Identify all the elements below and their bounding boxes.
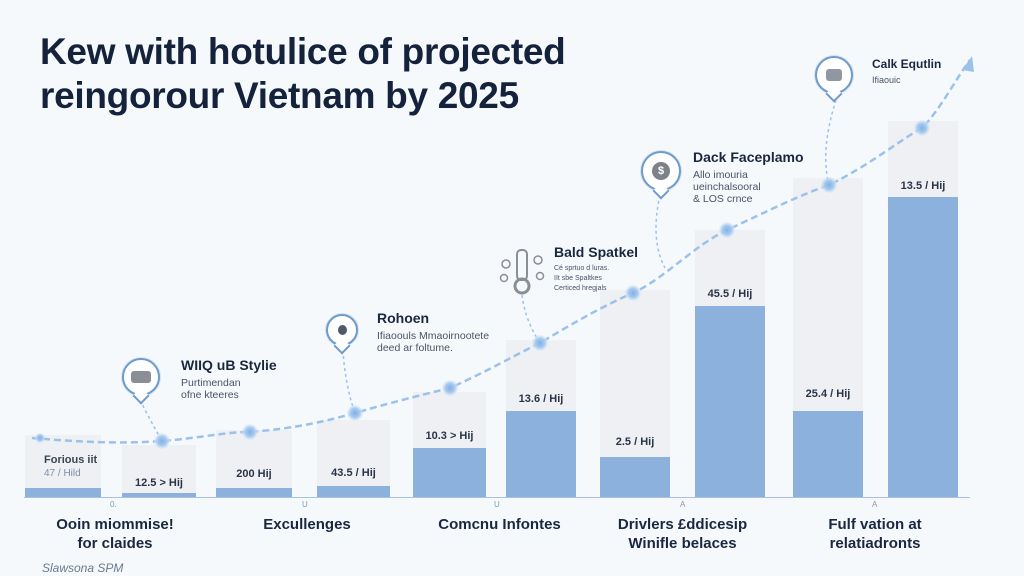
building-icon xyxy=(815,56,853,94)
bar-3 xyxy=(216,488,292,497)
tick-5: A xyxy=(872,500,878,509)
category-label-3: Comcnu Infontes xyxy=(438,516,561,533)
annotation-2-title: Rohoen xyxy=(377,310,430,326)
tick-2: U xyxy=(302,500,308,509)
bar-label-10: 13.5 / Hij xyxy=(900,180,946,192)
bar-6 xyxy=(506,411,576,497)
tick-1: 0. xyxy=(110,500,117,509)
bar-label-2: 12.5 > Hij xyxy=(134,477,183,489)
annotation-1: WIIQ uB Stylie Purtimendan ofne kteeres xyxy=(181,357,277,401)
bar-bg-1 xyxy=(25,435,101,497)
category-label-1: Ooin miommise! for claides xyxy=(56,516,174,552)
bar-2 xyxy=(122,493,196,497)
bar-label-6: 13.6 / Hij xyxy=(518,393,564,405)
annotation-4: Dack Faceplamo Allo imouria ueinchalsoor… xyxy=(693,149,804,205)
gear-hand-icon xyxy=(498,246,546,296)
tick-3: U xyxy=(494,500,500,509)
bar-bg-2 xyxy=(122,445,196,497)
camera-icon xyxy=(122,358,160,396)
annotation-5-desc: Ifiaouic xyxy=(872,75,901,85)
bar-10 xyxy=(888,197,958,497)
annotation-3: Bald Spatkel Cé sprtuo d luras. IIt sbe … xyxy=(554,244,638,294)
dollar-badge-icon: $ xyxy=(641,151,681,191)
bar-label-7: 2.5 / Hij xyxy=(615,436,655,448)
bar-7 xyxy=(600,457,670,497)
annotation-2-desc: Ifiaoouls Mmaoirnootete deed ar foltume. xyxy=(377,330,490,354)
bar-1 xyxy=(25,488,101,497)
category-label-2: Excullenges xyxy=(263,516,351,533)
source-footer: Slawsona SPM xyxy=(42,561,124,575)
x-axis-baseline xyxy=(24,497,970,498)
bar-label-4: 43.5 / Hij xyxy=(331,467,376,479)
bar-label-9: 25.4 / Hij xyxy=(805,388,851,400)
bar-9 xyxy=(793,411,863,497)
bar-label-8: 45.5 / Hij xyxy=(707,288,753,300)
category-label-5: Fulf vation at relatiadronts xyxy=(828,516,922,552)
bulb-icon xyxy=(326,314,358,346)
bar-8 xyxy=(695,306,765,497)
bar-label-1: Forious iit 47 / Hild xyxy=(44,454,98,479)
bar-5 xyxy=(413,448,486,497)
annotation-4-desc: Allo imouria ueinchalsooral & LOS crnce xyxy=(693,169,761,205)
annotation-4-title: Dack Faceplamo xyxy=(693,149,804,165)
bar-label-3: 200 Hij xyxy=(236,468,272,480)
bar-4 xyxy=(317,486,390,497)
annotation-1-title: WIIQ uB Stylie xyxy=(181,357,277,373)
annotation-5-title: Calk Equtlin xyxy=(872,57,942,71)
tick-4: A xyxy=(680,500,686,509)
category-label-4: Drivlers £ddicesip Winifle belaces xyxy=(617,516,748,552)
annotation-3-title: Bald Spatkel xyxy=(554,244,639,260)
bar-label-5: 10.3 > Hij xyxy=(425,430,474,442)
annotation-5: Calk Equtlin Ifiaouic xyxy=(872,57,941,86)
annotation-2: Rohoen Ifiaoouls Mmaoirnootete deed ar f… xyxy=(377,310,489,354)
annotation-1-desc: Purtimendan ofne kteeres xyxy=(181,377,241,401)
bar-bg-3 xyxy=(216,430,292,497)
annotation-3-desc: Cé sprtuo d luras. IIt sbe Spaltkes Cert… xyxy=(554,265,610,292)
